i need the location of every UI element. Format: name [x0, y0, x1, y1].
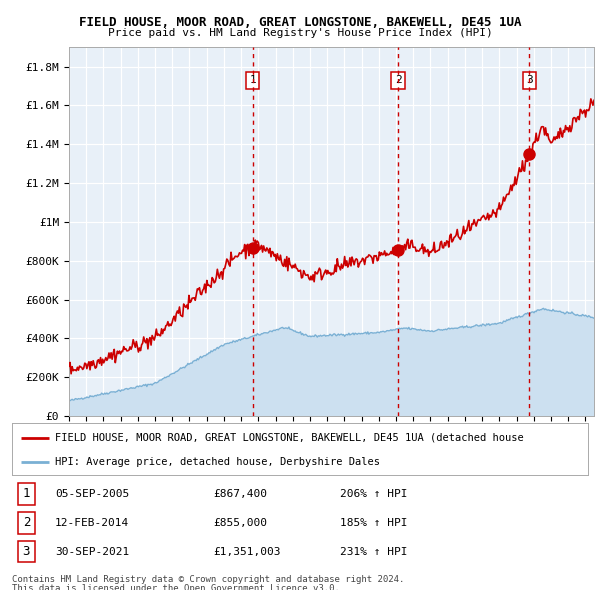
Text: £855,000: £855,000	[214, 518, 268, 527]
Text: 30-SEP-2021: 30-SEP-2021	[55, 546, 130, 556]
Text: 206% ↑ HPI: 206% ↑ HPI	[340, 489, 408, 499]
Text: 3: 3	[23, 545, 30, 558]
Text: 3: 3	[526, 75, 533, 85]
Text: £1,351,003: £1,351,003	[214, 546, 281, 556]
Text: 231% ↑ HPI: 231% ↑ HPI	[340, 546, 408, 556]
Text: £867,400: £867,400	[214, 489, 268, 499]
Text: Price paid vs. HM Land Registry's House Price Index (HPI): Price paid vs. HM Land Registry's House …	[107, 28, 493, 38]
Text: 1: 1	[23, 487, 30, 500]
Text: 12-FEB-2014: 12-FEB-2014	[55, 518, 130, 527]
Text: FIELD HOUSE, MOOR ROAD, GREAT LONGSTONE, BAKEWELL, DE45 1UA: FIELD HOUSE, MOOR ROAD, GREAT LONGSTONE,…	[79, 16, 521, 29]
Text: 2: 2	[395, 75, 401, 85]
Text: 2: 2	[23, 516, 30, 529]
Text: 185% ↑ HPI: 185% ↑ HPI	[340, 518, 408, 527]
Text: This data is licensed under the Open Government Licence v3.0.: This data is licensed under the Open Gov…	[12, 584, 340, 590]
Text: HPI: Average price, detached house, Derbyshire Dales: HPI: Average price, detached house, Derb…	[55, 457, 380, 467]
Text: FIELD HOUSE, MOOR ROAD, GREAT LONGSTONE, BAKEWELL, DE45 1UA (detached house: FIELD HOUSE, MOOR ROAD, GREAT LONGSTONE,…	[55, 432, 524, 442]
Text: Contains HM Land Registry data © Crown copyright and database right 2024.: Contains HM Land Registry data © Crown c…	[12, 575, 404, 584]
Text: 05-SEP-2005: 05-SEP-2005	[55, 489, 130, 499]
Text: 1: 1	[249, 75, 256, 85]
